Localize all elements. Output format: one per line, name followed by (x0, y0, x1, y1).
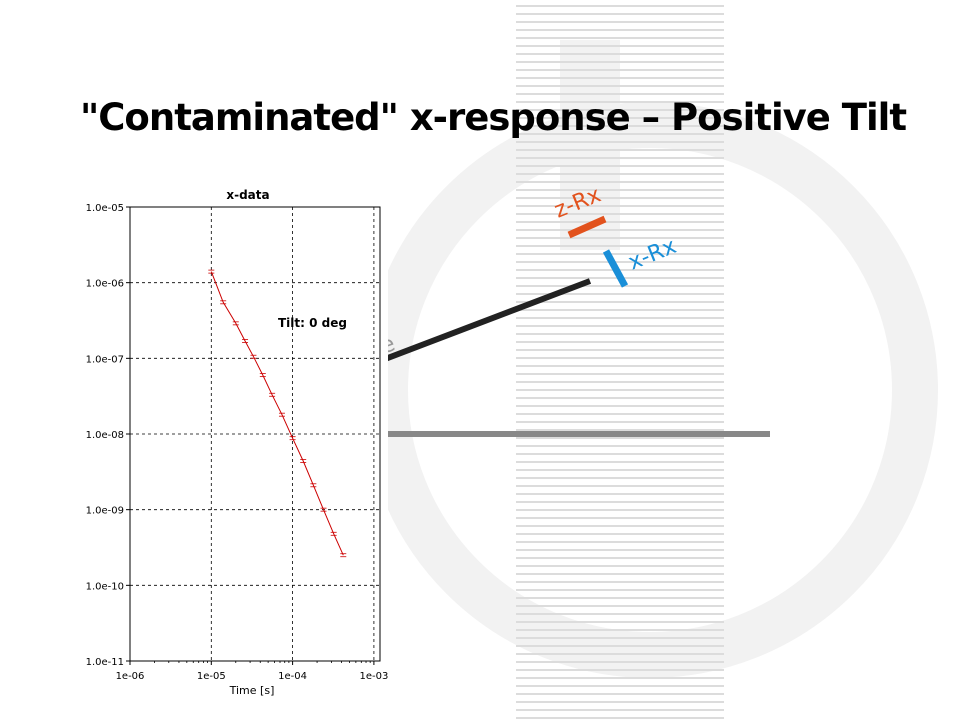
data-point (340, 553, 347, 558)
series-line (210, 271, 344, 556)
y-tick-label: 1.0e-09 (86, 506, 124, 517)
y-tick-label: 1.0e-11 (86, 657, 124, 668)
x-tick-label: 1e-05 (197, 671, 226, 682)
data-point (310, 483, 317, 488)
slide-title: "Contaminated" x-response – Positive Til… (80, 96, 907, 139)
y-tick-label: 1.0e-08 (86, 430, 124, 441)
chart-ticks: 1.0e-05 1.0e-06 1.0e-07 1.0e-08 1.0e-09 1.0e-… (86, 203, 389, 682)
data-point (232, 321, 239, 326)
chart-series (208, 269, 347, 558)
y-tick-label: 1.0e-07 (86, 354, 124, 365)
y-tick-label: 1.0e-06 (86, 279, 124, 290)
data-point (259, 373, 266, 378)
chart-panel (70, 182, 388, 714)
data-point (320, 507, 327, 512)
data-point (289, 436, 296, 441)
x-tick-label: 1e-03 (359, 671, 388, 682)
data-point (220, 300, 227, 305)
data-point (208, 269, 215, 274)
x-axis-label: Time [s] (229, 684, 275, 697)
data-point (250, 354, 257, 359)
data-point (330, 531, 337, 536)
chart-grid (130, 207, 380, 661)
y-tick-label: 1.0e-05 (86, 203, 124, 214)
data-point (300, 459, 307, 463)
x-tick-label: 1e-06 (116, 671, 145, 682)
x-tick-label: 1e-04 (278, 671, 307, 682)
y-tick-label: 1.0e-10 (86, 581, 124, 592)
x-receiver-bar (602, 249, 629, 288)
tilt-annotation: Tilt: 0 deg (278, 316, 347, 330)
z-receiver-bar (567, 215, 607, 239)
data-point (242, 338, 249, 343)
data-point (278, 412, 285, 417)
chart-title: x-data (226, 188, 269, 202)
data-point (269, 392, 276, 397)
